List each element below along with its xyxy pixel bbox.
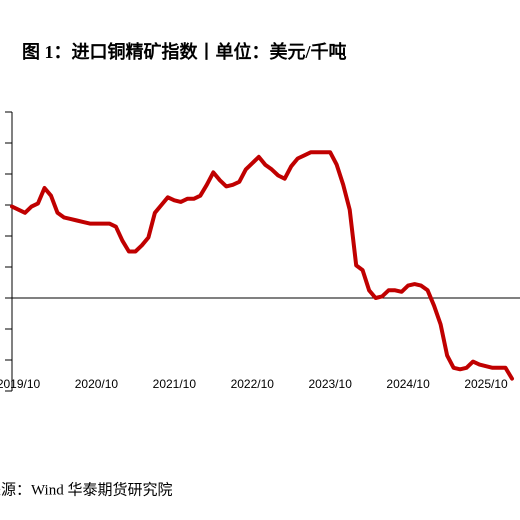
x-tick-label: 2025/10 bbox=[464, 377, 508, 391]
chart-title: 图 1：进口铜精矿指数丨单位：美元/千吨 bbox=[22, 41, 347, 62]
x-tick-label: 2019/10 bbox=[0, 377, 41, 391]
x-tick-label: 2020/10 bbox=[75, 377, 119, 391]
x-tick-label: 2023/10 bbox=[308, 377, 352, 391]
x-tick-label: 2024/10 bbox=[386, 377, 430, 391]
data-line bbox=[10, 150, 514, 381]
x-tick-label: 2022/10 bbox=[231, 377, 275, 391]
x-tick-label: 2021/10 bbox=[153, 377, 197, 391]
source-note: 来源：Wind 华泰期货研究院 bbox=[0, 480, 172, 498]
